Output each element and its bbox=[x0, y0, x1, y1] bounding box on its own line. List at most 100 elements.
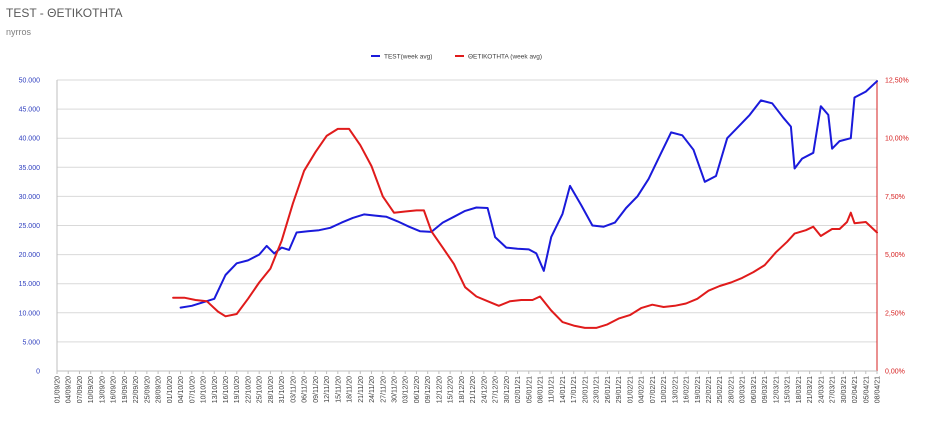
y-right-tick-label: 10,00% bbox=[885, 136, 909, 143]
y-left-tick-label: 20.000 bbox=[19, 252, 41, 259]
x-tick-label: 27/03/21 bbox=[830, 376, 837, 403]
x-tick-label: 10/09/20 bbox=[88, 376, 95, 403]
x-tick-label: 05/04/21 bbox=[863, 376, 870, 403]
x-tick-label: 30/11/20 bbox=[391, 376, 398, 403]
x-tick-label: 03/11/20 bbox=[290, 376, 297, 403]
x-tick-label: 15/03/21 bbox=[785, 376, 792, 403]
x-tick-label: 28/02/21 bbox=[728, 376, 735, 403]
x-tick-label: 26/01/21 bbox=[605, 376, 612, 403]
y-left-tick-label: 5.000 bbox=[22, 339, 40, 346]
legend-label-positivity: ΘΕΤΙΚΟΤΗΤΑ (week avg) bbox=[468, 54, 542, 61]
x-tick-label: 29/01/21 bbox=[616, 376, 623, 403]
x-tick-label: 21/11/20 bbox=[358, 376, 365, 403]
x-tick-label: 25/02/21 bbox=[717, 376, 724, 403]
x-tick-label: 07/02/21 bbox=[650, 376, 657, 403]
x-tick-label: 18/12/20 bbox=[459, 376, 466, 403]
x-tick-label: 15/12/20 bbox=[448, 376, 455, 403]
x-tick-label: 13/09/20 bbox=[99, 376, 106, 403]
x-tick-label: 16/09/20 bbox=[111, 376, 118, 403]
x-tick-label: 01/02/21 bbox=[627, 376, 634, 403]
y-left-tick-label: 40.000 bbox=[19, 136, 41, 143]
x-tick-label: 19/10/20 bbox=[234, 376, 241, 403]
x-tick-label: 16/02/21 bbox=[684, 376, 691, 403]
y-left-tick-label: 0 bbox=[36, 369, 40, 376]
series-lines bbox=[172, 80, 878, 329]
y-right-tick-label: 12,50% bbox=[885, 78, 909, 85]
x-tick-label: 16/10/20 bbox=[223, 376, 230, 403]
x-tick-label: 10/02/21 bbox=[661, 376, 668, 403]
y-left-tick-label: 35.000 bbox=[19, 165, 41, 172]
x-tick-label: 02/01/21 bbox=[515, 376, 522, 403]
x-tick-label: 14/01/21 bbox=[560, 376, 567, 403]
x-tick-label: 30/12/20 bbox=[504, 376, 511, 403]
x-tick-label: 13/02/21 bbox=[672, 376, 679, 403]
x-tick-label: 21/12/20 bbox=[470, 376, 477, 403]
x-tick-label: 02/04/21 bbox=[852, 376, 859, 403]
x-tick-label: 24/11/20 bbox=[369, 376, 376, 403]
y-left-tick-label: 45.000 bbox=[19, 107, 41, 114]
chart-subtitle: nyrros bbox=[6, 27, 32, 37]
x-tick-label: 31/10/20 bbox=[279, 376, 286, 403]
series-line-positivity bbox=[172, 127, 878, 329]
y-left-tick-label: 15.000 bbox=[19, 281, 41, 288]
x-tick-label: 04/09/20 bbox=[66, 376, 73, 403]
x-tick-label: 23/01/21 bbox=[594, 376, 601, 403]
x-tick-label: 25/09/20 bbox=[144, 376, 151, 403]
x-tick-label: 19/09/20 bbox=[122, 376, 129, 403]
x-tick-label: 24/03/21 bbox=[818, 376, 825, 403]
legend-label-test: TEST(week avg) bbox=[384, 54, 432, 61]
x-tick-label: 04/02/21 bbox=[639, 376, 646, 403]
x-tick-label: 28/09/20 bbox=[156, 376, 163, 403]
x-tick-label: 06/11/20 bbox=[302, 376, 309, 403]
x-tick-label: 09/11/20 bbox=[313, 376, 320, 403]
x-tick-label: 03/03/21 bbox=[740, 376, 747, 403]
y-right-tick-label: 7,50% bbox=[885, 194, 905, 201]
x-tick-label: 09/12/20 bbox=[425, 376, 432, 403]
y-right-tick-label: 0,00% bbox=[885, 369, 905, 376]
x-tick-label: 07/09/20 bbox=[77, 376, 84, 403]
x-tick-label: 08/01/21 bbox=[538, 376, 545, 403]
y-right-tick-label: 2,50% bbox=[885, 310, 905, 317]
x-tick-label: 11/01/21 bbox=[549, 376, 556, 403]
x-tick-label: 24/12/20 bbox=[481, 376, 488, 403]
x-tick-label: 20/01/21 bbox=[582, 376, 589, 403]
x-tick-label: 12/11/20 bbox=[324, 376, 331, 403]
x-tick-label: 10/10/20 bbox=[201, 376, 208, 403]
y-left-tick-label: 50.000 bbox=[19, 78, 41, 85]
x-tick-label: 21/03/21 bbox=[807, 376, 814, 403]
x-tick-label: 06/12/20 bbox=[414, 376, 421, 403]
x-tick-label: 18/03/21 bbox=[796, 376, 803, 403]
x-tick-label: 01/09/20 bbox=[55, 376, 62, 403]
x-tick-label: 17/01/21 bbox=[571, 376, 578, 403]
x-tick-label: 22/09/20 bbox=[133, 376, 140, 403]
x-tick-label: 30/03/21 bbox=[841, 376, 848, 403]
y-right-tick-label: 5,00% bbox=[885, 252, 905, 259]
axes: 0 5.000 10.000 15.000 20.000 25.000 30.000 35.0… bbox=[19, 78, 909, 404]
gridlines bbox=[57, 79, 877, 372]
y-left-tick-label: 30.000 bbox=[19, 194, 41, 201]
x-tick-label: 03/12/20 bbox=[403, 376, 410, 403]
x-tick-label: 06/03/21 bbox=[751, 376, 758, 403]
x-tick-label: 13/10/20 bbox=[212, 376, 219, 403]
x-tick-label: 04/10/20 bbox=[178, 376, 185, 403]
x-tick-label: 12/03/21 bbox=[773, 376, 780, 403]
x-tick-label: 22/10/20 bbox=[245, 376, 252, 403]
x-tick-label: 07/10/20 bbox=[189, 376, 196, 403]
y-left-tick-label: 10.000 bbox=[19, 310, 41, 317]
x-tick-label: 19/02/21 bbox=[695, 376, 702, 403]
series-line-test bbox=[179, 80, 878, 309]
chart-title: TEST - ΘΕΤΙΚΟΤΗΤΑ bbox=[6, 6, 123, 20]
x-tick-label: 05/01/21 bbox=[526, 376, 533, 403]
x-tick-label: 01/10/20 bbox=[167, 376, 174, 403]
legend: TEST(week avg) ΘΕΤΙΚΟΤΗΤΑ (week avg) bbox=[371, 54, 542, 61]
x-tick-label: 25/10/20 bbox=[257, 376, 264, 403]
x-tick-label: 15/11/20 bbox=[335, 376, 342, 403]
x-tick-label: 28/10/20 bbox=[268, 376, 275, 403]
x-tick-label: 18/11/20 bbox=[347, 376, 354, 403]
x-tick-label: 27/11/20 bbox=[380, 376, 387, 403]
x-tick-label: 09/03/21 bbox=[762, 376, 769, 403]
x-tick-label: 12/12/20 bbox=[436, 376, 443, 403]
y-left-tick-label: 25.000 bbox=[19, 223, 41, 230]
x-tick-label: 08/04/21 bbox=[875, 376, 882, 403]
